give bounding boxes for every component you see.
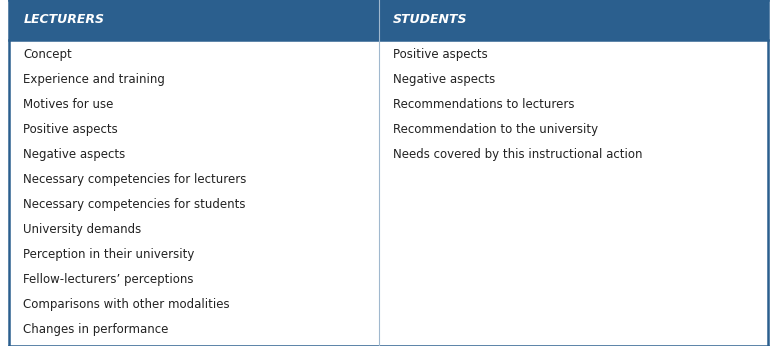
Text: Positive aspects: Positive aspects [23, 123, 118, 136]
Text: Necessary competencies for lecturers: Necessary competencies for lecturers [23, 173, 246, 186]
Text: Needs covered by this instructional action: Needs covered by this instructional acti… [393, 148, 643, 161]
Text: Motives for use: Motives for use [23, 98, 113, 111]
Text: Comparisons with other modalities: Comparisons with other modalities [23, 298, 230, 311]
Text: Changes in performance: Changes in performance [23, 323, 169, 336]
Text: Negative aspects: Negative aspects [23, 148, 126, 161]
Text: University demands: University demands [23, 223, 141, 236]
Bar [9, 40, 768, 346]
Text: LECTURERS: LECTURERS [23, 13, 104, 26]
Text: Experience and training: Experience and training [23, 73, 166, 86]
Text: Perception in their university: Perception in their university [23, 248, 195, 261]
Bar [9, 0, 768, 40]
Text: Recommendation to the university: Recommendation to the university [393, 123, 598, 136]
Text: Necessary competencies for students: Necessary competencies for students [23, 198, 246, 211]
Text: Positive aspects: Positive aspects [393, 48, 488, 61]
Text: Fellow-lecturers’ perceptions: Fellow-lecturers’ perceptions [23, 273, 193, 286]
Text: Concept: Concept [23, 48, 72, 61]
Text: Negative aspects: Negative aspects [393, 73, 496, 86]
Text: Recommendations to lecturers: Recommendations to lecturers [393, 98, 575, 111]
Text: STUDENTS: STUDENTS [393, 13, 468, 26]
